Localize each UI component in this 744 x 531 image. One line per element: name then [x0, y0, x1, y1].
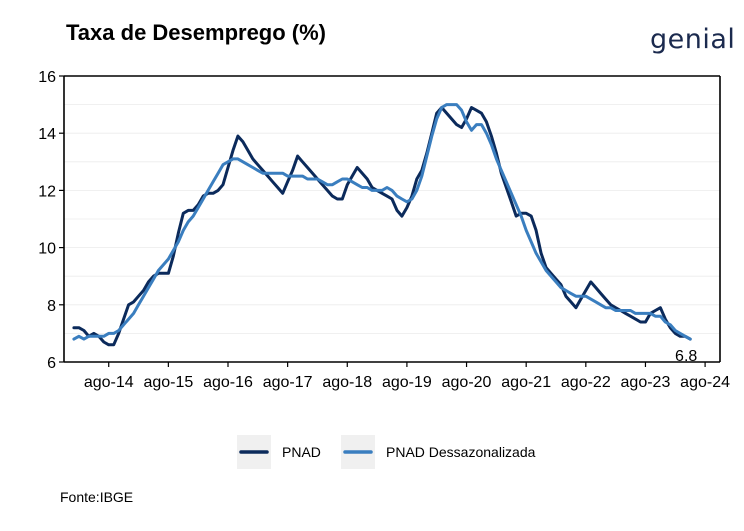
y-tick-label: 16: [38, 69, 56, 86]
source-note: Fonte:IBGE: [60, 489, 134, 505]
grid-lines: [64, 75, 720, 363]
x-tick-label: ago-21: [501, 374, 551, 391]
x-tick-label: ago-19: [382, 374, 432, 391]
legend: PNAD PNAD Dessazonalizada: [237, 435, 536, 469]
series-lines: [72, 103, 692, 347]
x-tick-label: ago-20: [442, 374, 492, 391]
x-tick-label: ago-24: [680, 374, 730, 391]
y-tick-label: 14: [38, 126, 56, 143]
x-tick-label: ago-18: [322, 374, 372, 391]
chart-title: Taxa de Desemprego (%): [66, 20, 327, 45]
x-tick-label: ago-17: [263, 374, 313, 391]
legend-label: PNAD Dessazonalizada: [386, 444, 536, 460]
tick-labels: 6 8 10 12 14 16 ago-14 ago-15 ago-16 ago-17 ago-18…: [38, 69, 730, 391]
y-tick-label: 8: [47, 298, 56, 315]
legend-label: PNAD: [282, 444, 321, 460]
x-tick-label: ago-14: [84, 374, 134, 391]
x-tick-label: ago-16: [203, 374, 253, 391]
y-tick-label: 12: [38, 183, 56, 200]
end-value-label: 6.8: [675, 348, 697, 365]
axes: [59, 75, 721, 367]
series-line-pnad-dessazonalizada: [72, 103, 692, 341]
brand-logo: genial: [650, 24, 736, 55]
x-tick-label: ago-15: [143, 374, 193, 391]
x-tick-label: ago-23: [621, 374, 671, 391]
x-tick-label: ago-22: [561, 374, 611, 391]
series-line-pnad: [72, 106, 692, 347]
y-tick-label: 10: [38, 241, 56, 258]
y-tick-label: 6: [47, 355, 56, 372]
